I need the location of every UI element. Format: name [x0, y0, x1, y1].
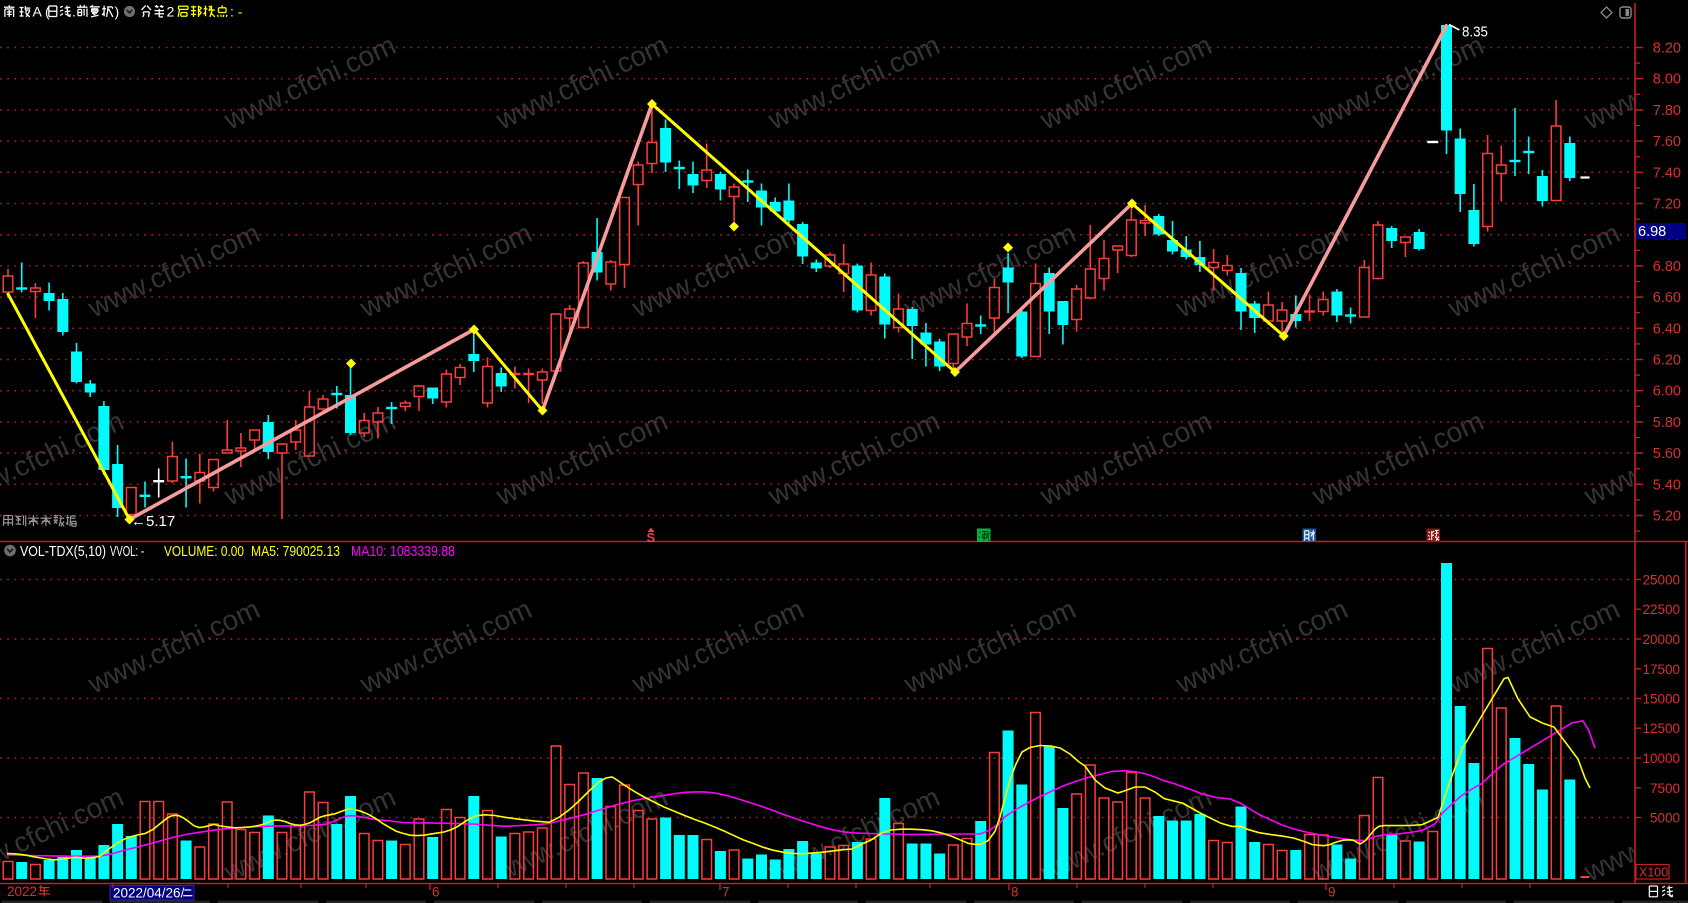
svg-text:12500: 12500: [1642, 721, 1680, 736]
svg-text:17500: 17500: [1642, 662, 1680, 677]
svg-text:8: 8: [1011, 885, 1019, 900]
svg-text:S: S: [647, 530, 656, 545]
svg-text:5.20: 5.20: [1653, 509, 1681, 525]
svg-text:22500: 22500: [1642, 602, 1680, 617]
svg-text:←5.17: ←5.17: [131, 513, 175, 530]
svg-text:20000: 20000: [1642, 632, 1680, 647]
svg-text:.: .: [72, 4, 76, 20]
svg-text:9: 9: [1328, 885, 1336, 900]
svg-text:MA10: 1083339.88: MA10: 1083339.88: [351, 544, 455, 560]
svg-text:6.80: 6.80: [1653, 259, 1681, 275]
svg-text:8.00: 8.00: [1653, 72, 1681, 88]
svg-text:5.40: 5.40: [1653, 477, 1681, 493]
svg-text:VOLUME: 0.00: VOLUME: 0.00: [164, 544, 244, 560]
svg-text:5000: 5000: [1650, 811, 1680, 826]
svg-text:7500: 7500: [1650, 781, 1680, 796]
svg-text:7: 7: [722, 885, 730, 900]
svg-text:6.00: 6.00: [1653, 384, 1681, 400]
svg-text:6: 6: [432, 885, 440, 900]
svg-text:5.60: 5.60: [1653, 446, 1681, 462]
svg-text:2: 2: [167, 4, 175, 20]
svg-text:6.20: 6.20: [1653, 353, 1681, 369]
svg-text:A (: A (: [33, 4, 50, 20]
svg-text:): ): [115, 4, 120, 20]
svg-text:: -: : -: [230, 4, 243, 20]
svg-text:X100: X100: [1639, 866, 1668, 880]
svg-text:MA5: 790025.13: MA5: 790025.13: [251, 544, 340, 560]
svg-text:7.20: 7.20: [1653, 197, 1681, 213]
svg-text:6.98: 6.98: [1638, 224, 1666, 240]
svg-text:6.60: 6.60: [1653, 290, 1681, 306]
svg-text:VOL-TDX(5,10): VOL-TDX(5,10): [20, 544, 106, 560]
svg-text:7.80: 7.80: [1653, 103, 1681, 119]
svg-text:6.40: 6.40: [1653, 321, 1681, 337]
svg-text:15000: 15000: [1642, 692, 1680, 707]
svg-text:8.35: 8.35: [1462, 25, 1488, 41]
svg-text:25000: 25000: [1642, 573, 1680, 588]
svg-text:2022/04/26/: 2022/04/26/: [113, 886, 185, 901]
svg-text:5.80: 5.80: [1653, 415, 1681, 431]
svg-text:10000: 10000: [1642, 751, 1680, 766]
svg-text:VVOL: -: VVOL: -: [110, 544, 144, 560]
svg-text:8.20: 8.20: [1653, 41, 1681, 57]
svg-text:7.40: 7.40: [1653, 165, 1681, 181]
svg-text:7.60: 7.60: [1653, 134, 1681, 150]
svg-text:2022: 2022: [7, 884, 37, 899]
